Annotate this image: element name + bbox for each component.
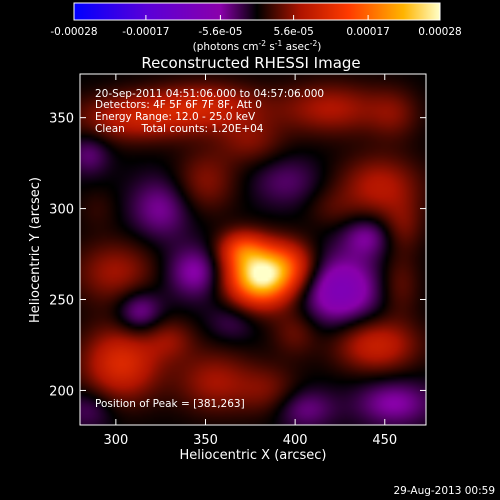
y-tick-label: 350 (49, 112, 74, 127)
colorbar-tick-label: -0.00028 (50, 26, 97, 38)
colorbar-tick-label: -0.00017 (122, 26, 169, 38)
colorbar-units: (photons cm-2 s-1 asec-2) (193, 39, 322, 53)
colorbar-tick-label: 0.00017 (346, 26, 389, 38)
peak-position-label: Position of Peak = [381,263] (95, 398, 245, 410)
colorbar-tick-label: -5.6e-05 (198, 26, 242, 38)
plot-area: 300 350 400 450 200 250 300 350 (49, 73, 427, 448)
x-tick-label: 400 (283, 433, 308, 448)
annotation-energy-range: Energy Range: 12.0 - 25.0 keV (95, 111, 256, 123)
plot-frame (79, 73, 427, 426)
x-tick-label: 450 (372, 433, 397, 448)
heatmap-image (80, 74, 426, 425)
y-axis-ticks: 200 250 300 350 (49, 112, 426, 399)
x-tick-label: 300 (103, 433, 128, 448)
x-tick-label: 350 (193, 433, 218, 448)
colorbar-tick-label: 0.00028 (418, 26, 461, 38)
y-tick-label: 300 (49, 203, 74, 218)
y-tick-label: 200 (49, 384, 74, 399)
annotation-time-range: 20-Sep-2011 04:51:06.000 to 04:57:06.000 (95, 88, 324, 100)
annotation-detectors: Detectors: 4F 5F 6F 7F 8F, Att 0 (95, 99, 262, 111)
colorbar-gradient (73, 2, 441, 21)
annotation-block: 20-Sep-2011 04:51:06.000 to 04:57:06.000… (95, 88, 324, 135)
x-axis-label: Heliocentric X (arcsec) (180, 448, 327, 463)
colorbar-tick-label: 5.6e-05 (273, 26, 313, 38)
footer-timestamp: 29-Aug-2013 00:59 (393, 485, 495, 497)
y-axis-label: Heliocentric Y (arcsec) (28, 177, 43, 323)
colorbar-ticks: -0.00028 -0.00017 -5.6e-05 5.6e-05 0.00017 0.… (50, 15, 462, 38)
chart-title: Reconstructed RHESSI Image (141, 54, 360, 72)
annotation-clean-counts: Clean Total counts: 1.20E+04 (95, 123, 264, 135)
x-axis-ticks: 300 350 400 450 (103, 74, 397, 448)
colorbar: -0.00028 -0.00017 -5.6e-05 5.6e-05 0.00017 0.… (50, 2, 462, 53)
y-tick-label: 250 (49, 294, 74, 309)
